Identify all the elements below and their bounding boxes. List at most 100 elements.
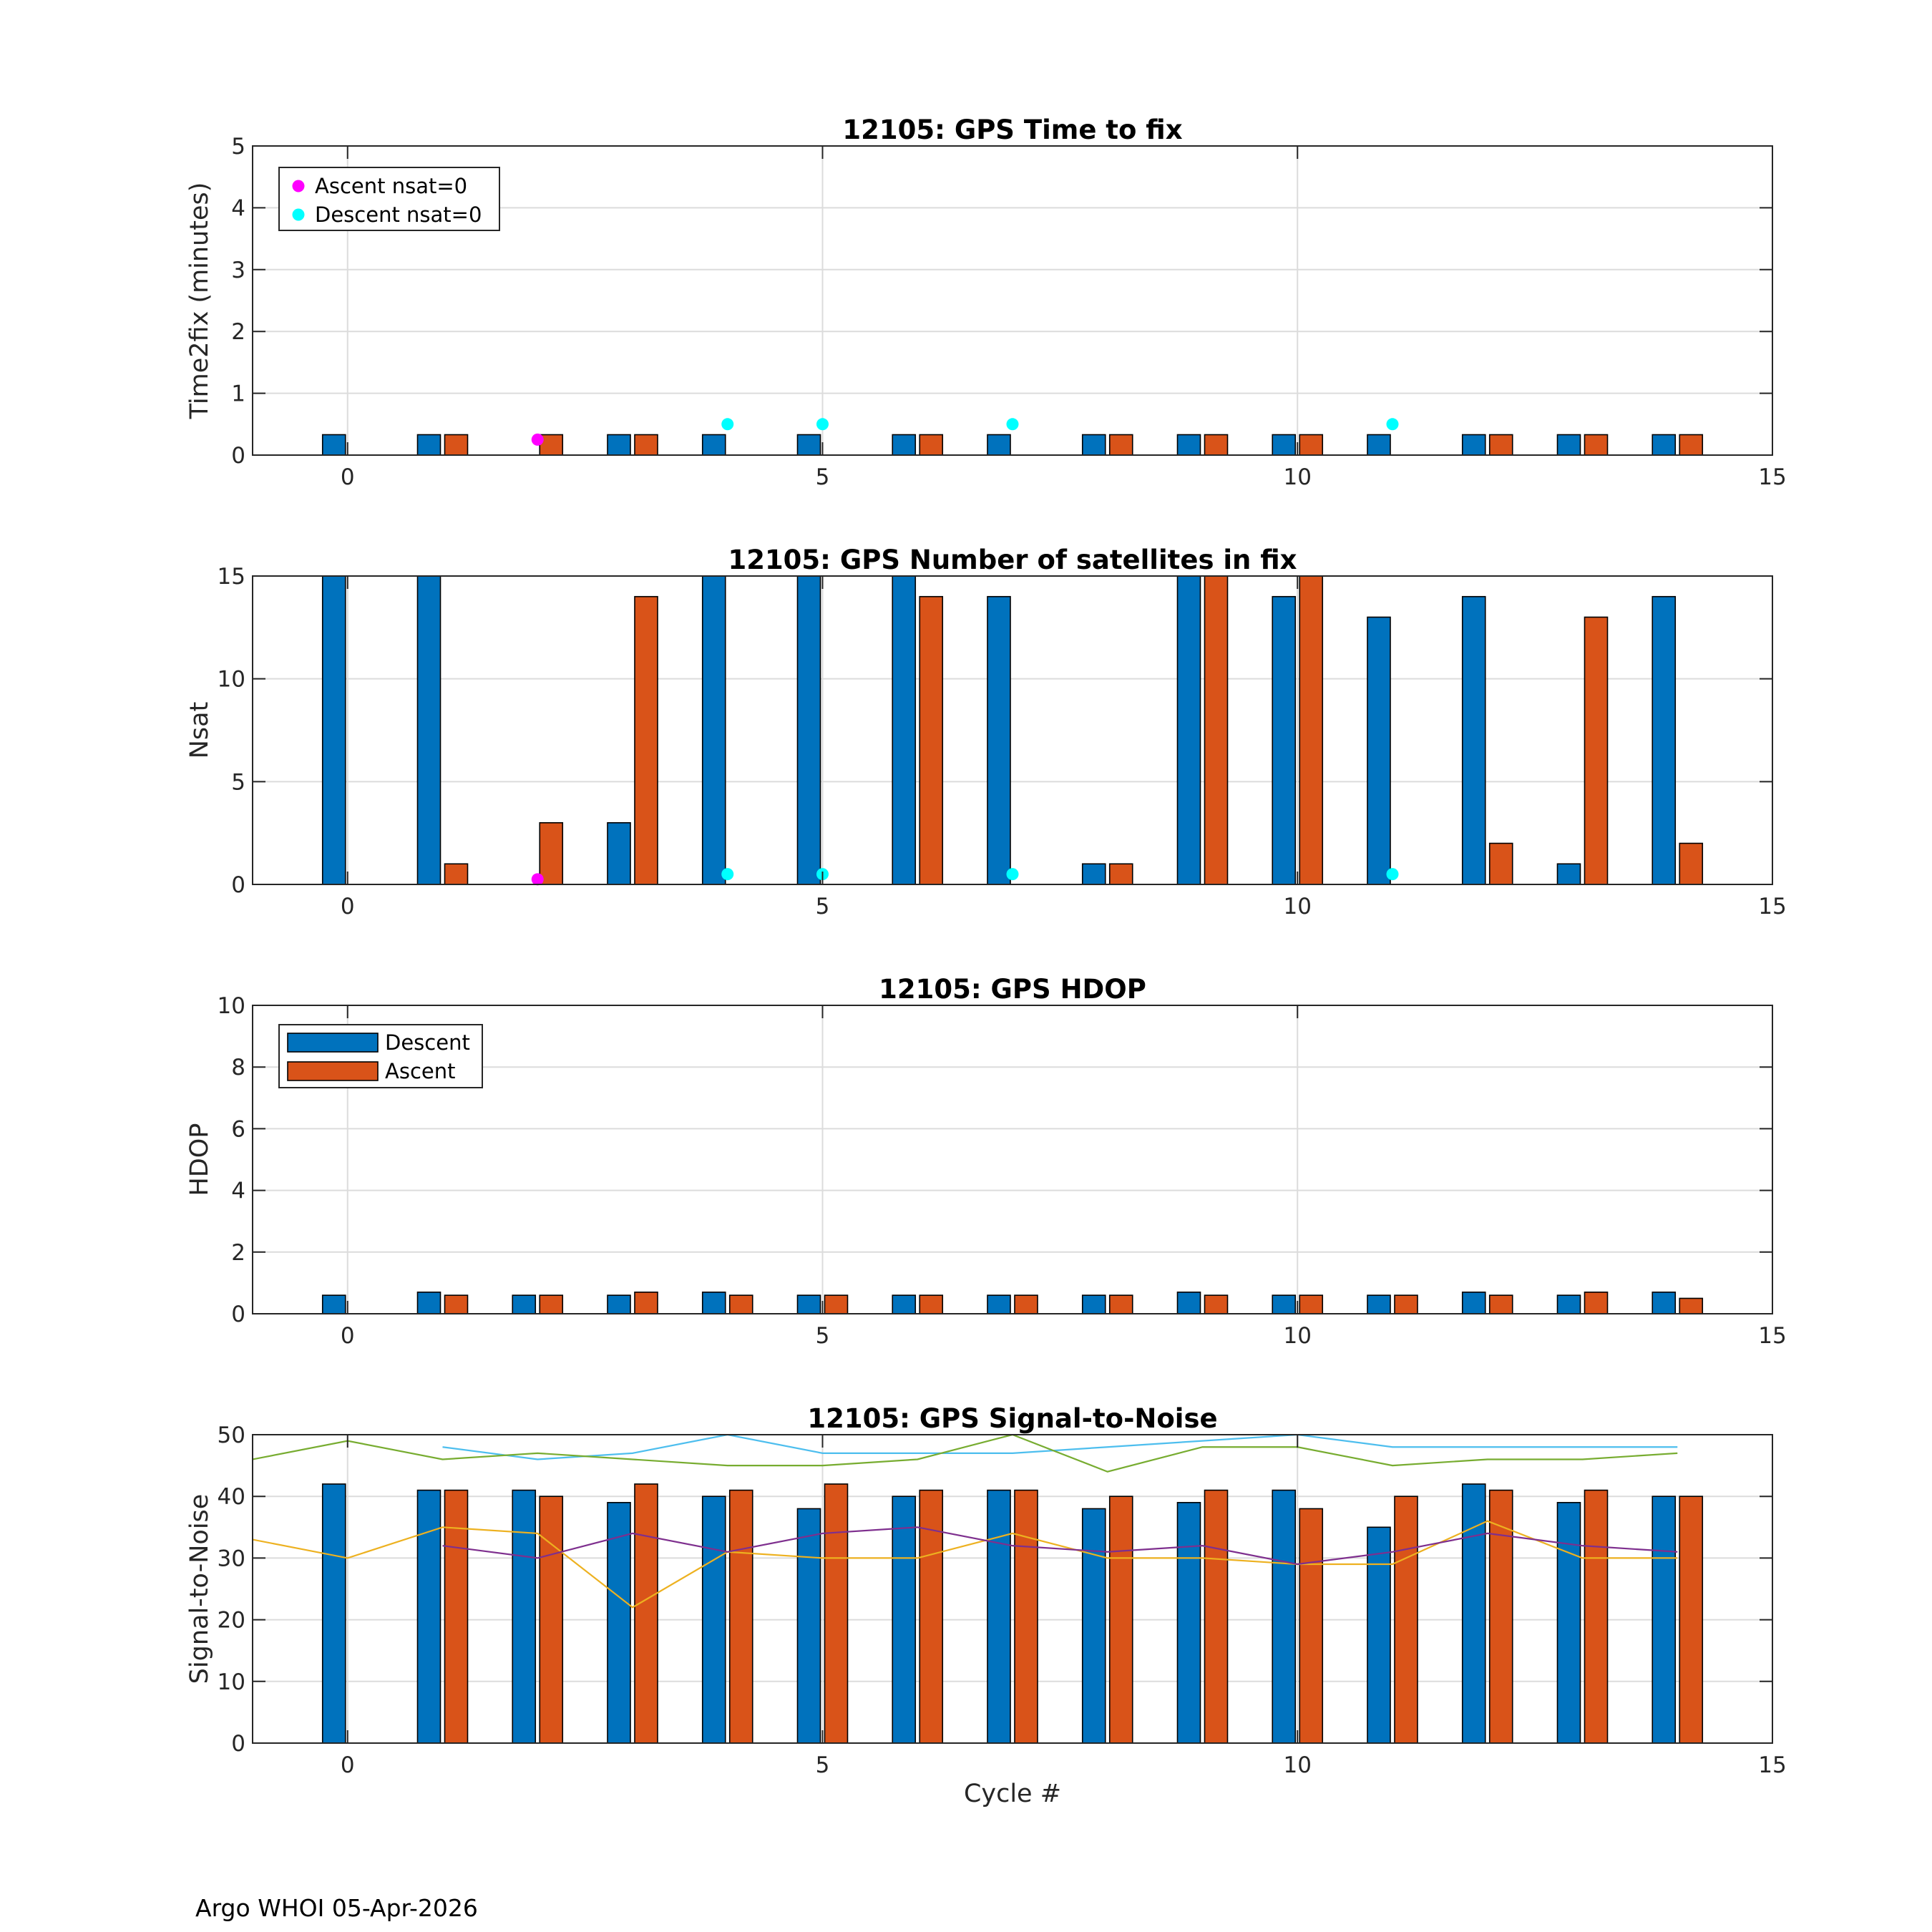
- y-tick-label: 3: [231, 258, 245, 283]
- ascent-bar: [1488, 1489, 1513, 1743]
- ascent-bar: [1299, 434, 1324, 455]
- descent-bar: [796, 1294, 821, 1314]
- ascent-bar: [539, 1294, 564, 1314]
- ascent-bar: [444, 1294, 469, 1314]
- y-tick-label: 0: [231, 872, 245, 898]
- ascent-bar: [539, 1496, 564, 1743]
- descent-bar: [416, 1489, 441, 1743]
- x-tick-label: 0: [341, 1323, 355, 1349]
- legend-marker: [292, 208, 305, 221]
- descent-bar: [1652, 434, 1677, 455]
- x-tick-label: 5: [816, 1323, 830, 1349]
- descent-bar: [1367, 434, 1391, 455]
- ascent-bar: [444, 863, 469, 884]
- ascent-bar: [824, 1294, 849, 1314]
- axes-box: [252, 145, 1773, 456]
- descent-bar: [607, 1502, 631, 1743]
- ascent-bar: [634, 1483, 658, 1743]
- y-tick-label: 4: [231, 195, 245, 221]
- descent-bar: [512, 1489, 537, 1743]
- descent-bar: [701, 576, 726, 884]
- chart-panel-4: 0 5 10 15 0 10 20 30 40 50 12105: GPS Signal-to-No…: [185, 1403, 1787, 1808]
- chart-title: 12105: GPS Number of satellites in fix: [728, 545, 1297, 575]
- descent-bar: [796, 434, 821, 455]
- ascent-bar: [444, 1489, 469, 1743]
- descent-bar: [987, 595, 1011, 884]
- bars: [321, 576, 1704, 884]
- x-tick-label: 15: [1758, 1752, 1786, 1778]
- y-tick-label: 1: [231, 381, 245, 407]
- ascent-bar: [539, 434, 564, 455]
- descent-bar: [1176, 576, 1201, 884]
- legend: Descent Ascent: [278, 1024, 483, 1088]
- y-tick-label: 20: [218, 1608, 245, 1634]
- descent-bar: [1652, 1292, 1677, 1314]
- descent-bar: [1556, 1294, 1581, 1314]
- ascent-bar: [1488, 434, 1513, 455]
- descent-bar: [416, 1292, 441, 1314]
- ascent-bar: [634, 595, 658, 884]
- legend-label: Ascent: [385, 1059, 455, 1083]
- descent-nsat0-marker: [1386, 418, 1399, 431]
- ascent-bar: [1679, 842, 1704, 884]
- x-tick-label: 0: [341, 894, 355, 919]
- y-tick-label: 50: [218, 1423, 245, 1448]
- descent-bar: [1176, 434, 1201, 455]
- ascent-bar: [1679, 434, 1704, 455]
- ascent-bar: [1488, 1294, 1513, 1314]
- ascent-bar: [444, 434, 469, 455]
- y-tick-label: 5: [231, 134, 245, 160]
- y-tick-label: 2: [231, 1240, 245, 1266]
- y-tick-label: 0: [231, 1731, 245, 1757]
- descent-bar: [701, 1496, 726, 1743]
- ascent-bar: [824, 1483, 849, 1743]
- x-tick-label: 15: [1758, 464, 1786, 490]
- ascent-bar: [1108, 1294, 1133, 1314]
- descent-bar: [1461, 434, 1486, 455]
- y-tick-label: 5: [231, 769, 245, 795]
- descent-bar: [1652, 1496, 1677, 1743]
- snr-line-2: [253, 1435, 1678, 1473]
- ascent-bar: [1204, 1489, 1229, 1743]
- ascent-bar: [1584, 434, 1609, 455]
- legend-label: Descent nsat=0: [315, 203, 482, 227]
- descent-bar: [1272, 595, 1297, 884]
- ascent-bar: [1299, 1294, 1324, 1314]
- plot-area: [253, 1435, 1772, 1743]
- descent-bar: [1081, 1508, 1106, 1743]
- chart-title: 12105: GPS Time to fix: [842, 114, 1182, 145]
- descent-bar: [892, 434, 917, 455]
- descent-bar: [796, 1508, 821, 1743]
- legend-swatch: [287, 1061, 379, 1081]
- x-tick-label: 10: [1284, 894, 1312, 919]
- y-tick-label: 8: [231, 1055, 245, 1080]
- chart-panel-1: 0 5 10 15 0 1 2 3 4 5 12105: GPS Time to fix Time2f…: [185, 114, 1787, 490]
- x-tick-label: 10: [1284, 1752, 1312, 1778]
- descent-bar: [607, 1294, 631, 1314]
- ascent-bar: [919, 434, 944, 455]
- ascent-bar: [634, 1292, 658, 1314]
- plot-area: [253, 1005, 1772, 1314]
- axes-box: [252, 575, 1773, 885]
- plot-area: [253, 576, 1772, 884]
- y-axis-label: HDOP: [185, 1123, 214, 1196]
- descent-nsat0-marker: [1006, 868, 1019, 881]
- descent-bar: [892, 1294, 917, 1314]
- ascent-bar: [539, 822, 564, 884]
- ascent-bar: [1394, 1294, 1418, 1314]
- descent-bar: [1272, 1489, 1297, 1743]
- y-tick-label: 0: [231, 443, 245, 469]
- x-tick-label: 5: [816, 1752, 830, 1778]
- descent-bar: [1176, 1502, 1201, 1743]
- descent-bar: [1367, 1294, 1391, 1314]
- ascent-bar: [1108, 434, 1133, 455]
- x-tick-label: 0: [341, 1752, 355, 1778]
- y-tick-label: 10: [218, 667, 245, 693]
- y-tick-label: 10: [218, 993, 245, 1019]
- axes-box: [252, 1434, 1773, 1744]
- descent-bar: [321, 1294, 346, 1314]
- ascent-bar: [1679, 1496, 1704, 1743]
- descent-bar: [512, 1294, 537, 1314]
- descent-bar: [987, 1489, 1011, 1743]
